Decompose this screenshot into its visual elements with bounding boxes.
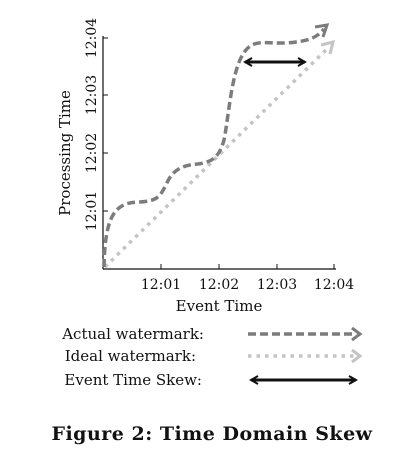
y-tick-label-4: 12:04 — [84, 18, 100, 58]
figure-caption: Figure 2: Time Domain Skew — [51, 423, 372, 445]
x-axis-title: Event Time — [176, 297, 263, 315]
legend-label-skew: Event Time Skew: — [64, 371, 202, 389]
x-tick-label-4: 12:04 — [314, 277, 354, 293]
x-tick-label-3: 12:03 — [257, 277, 297, 293]
axes: 12:01 12:02 12:03 12:04 12:01 12:02 12:0… — [56, 18, 354, 315]
y-tick-label-1: 12:01 — [84, 191, 100, 231]
legend: Actual watermark: Ideal watermark: Event… — [61, 325, 363, 389]
legend-label-ideal: Ideal watermark: — [65, 347, 196, 365]
x-tick-label-1: 12:01 — [141, 277, 181, 293]
y-tick-label-3: 12:03 — [84, 75, 100, 115]
x-tick-label-2: 12:02 — [199, 277, 239, 293]
legend-label-actual: Actual watermark: — [61, 325, 204, 343]
ideal-watermark-arrowhead — [320, 39, 336, 55]
legend-arrowhead-ideal — [351, 348, 363, 364]
ideal-watermark-line — [103, 45, 331, 269]
actual-watermark-curve — [102, 27, 326, 268]
actual-watermark-arrowhead — [314, 23, 330, 38]
y-tick-label-2: 12:02 — [84, 133, 100, 173]
legend-arrowhead-actual — [351, 326, 363, 342]
y-axis-title: Processing Time — [56, 90, 74, 216]
